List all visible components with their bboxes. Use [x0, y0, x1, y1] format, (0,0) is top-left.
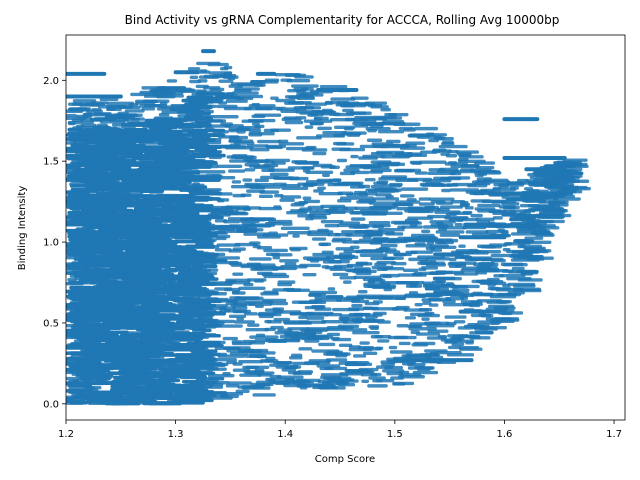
x-tick-label: 1.5 — [387, 429, 403, 440]
x-tick-label: 1.4 — [277, 429, 293, 440]
plot-area — [66, 49, 591, 406]
x-tick-label: 1.7 — [606, 429, 622, 440]
x-tick-label: 1.2 — [58, 429, 74, 440]
x-axis-label: Comp Score — [315, 454, 375, 465]
y-tick-label: 0.0 — [43, 399, 59, 410]
y-axis: 0.0 0.5 1.0 1.5 2.0 — [43, 76, 66, 410]
x-tick-label: 1.6 — [496, 429, 512, 440]
y-tick-label: 0.5 — [43, 318, 59, 329]
y-tick-label: 1.5 — [43, 157, 59, 168]
y-axis-label: Binding Intensity — [17, 186, 28, 271]
y-tick-label: 2.0 — [43, 76, 59, 87]
chart-title: Bind Activity vs gRNA Complementarity fo… — [125, 13, 560, 27]
x-tick-label: 1.3 — [168, 429, 184, 440]
x-axis: 1.2 1.3 1.4 1.5 1.6 1.7 — [58, 420, 622, 440]
plot-frame — [65, 34, 626, 421]
y-tick-label: 1.0 — [43, 238, 59, 249]
